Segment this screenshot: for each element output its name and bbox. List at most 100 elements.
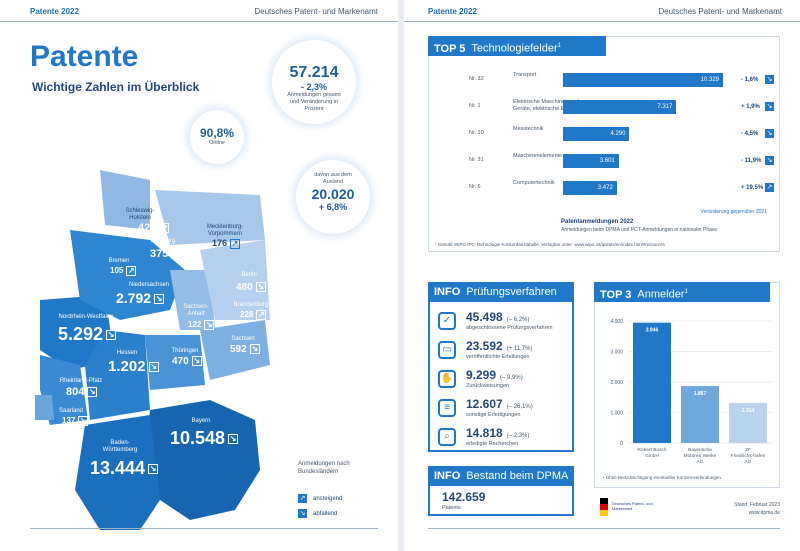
- info-text: Zurückweisungen: [466, 383, 510, 389]
- header-org: Deutsches Patent- und Markenamt: [658, 7, 782, 16]
- up-arrow-icon: ↗: [298, 494, 307, 503]
- online-value: 90,8%: [199, 126, 235, 140]
- total-text: Anmeldungen gesamt und Veränderung in Pr…: [287, 92, 341, 112]
- top5-field: Computertechnik: [513, 180, 555, 186]
- top3-title: TOP 3 Anmelder1: [594, 282, 770, 302]
- document-icon: ≡: [438, 399, 456, 417]
- down-arrow-icon: ↘: [765, 129, 774, 138]
- info-text: abgeschlossene Prüfungsverfahren: [466, 325, 553, 331]
- value-saarland: 137 ↘: [62, 416, 89, 426]
- top5-footnote: ¹ Gemäß WIPO IPC-Technologie Konkordanzt…: [435, 242, 665, 247]
- top5-field: Maschinenelemente: [513, 153, 563, 159]
- value-berlin: 480 ↘: [236, 282, 266, 293]
- label-sachsen: Sachsen: [231, 336, 255, 342]
- map-saarland: [35, 395, 54, 420]
- info-text: veröffentlichte Erteilungen: [466, 354, 530, 360]
- top5-panel: TOP 5 Technologiefelder1 Nr. 32 Transport 1…: [428, 36, 780, 252]
- info-panel: INFO Prüfungsverfahren ✓ 45.498 (– 6,2%) abg…: [428, 282, 574, 452]
- map-thueringen: [145, 335, 205, 390]
- info-value: 23.592 (+ 11,7%): [466, 339, 533, 353]
- header-title: Patente 2022: [30, 7, 79, 16]
- total-change: - 2,3%: [300, 82, 327, 92]
- top5-row: Nr. 6 Computertechnik 3.472 + 19,5% ↗: [429, 177, 779, 199]
- label-rheinland-pfalz: Rheinland-Pfalz: [59, 378, 103, 384]
- bar: [729, 402, 767, 443]
- top5-rank: Nr. 1: [469, 103, 481, 109]
- top5-field: Messtechnik: [513, 126, 544, 132]
- label-schleswig-holstein: Schleswig-Holstein: [125, 208, 155, 221]
- map-schleswig-holstein: [100, 170, 150, 230]
- top5-bar: 7.317: [563, 100, 677, 114]
- up-arrow-icon: ↗: [256, 310, 267, 320]
- info-row: ≡ 12.607 (– 26,1%) sonstige Erledigungen: [438, 397, 588, 425]
- legend-up: ↗ ansteigend: [298, 494, 343, 503]
- top5-row: Nr. 31 Maschinenelemente 3.601 - 11,9% ↘: [429, 150, 779, 172]
- top5-bar: 4.290: [563, 127, 630, 141]
- dpma-logo: Deutsches Patent- und Markenamt: [612, 501, 653, 511]
- top3-footnote: ¹ Ohne Berücksichtigung eventueller Konz…: [603, 475, 723, 480]
- category-label: Robert Bosch: [637, 447, 666, 453]
- label-sachsen-anhalt: Sachsen-Anhalt: [183, 304, 209, 317]
- down-arrow-icon: ↘: [148, 464, 159, 475]
- top5-bar: 3.472: [563, 181, 617, 195]
- left-page: Patente 2022 Deutsches Patent- und Marke…: [0, 0, 398, 551]
- total-bubble: 57.214 - 2,3% Anmeldungen gesamt und Ver…: [272, 40, 356, 124]
- value-brandenburg: 228 ↗: [240, 310, 267, 320]
- label-bayern: Bayern: [191, 418, 211, 424]
- map-hessen: [85, 330, 150, 420]
- top5-change: - 1,6%: [741, 77, 759, 83]
- map-mecklenburg: [155, 190, 265, 245]
- value-bremen: 105 ↗: [110, 266, 137, 276]
- top5-sub1: Patentanmeldungen 2022: [561, 219, 634, 225]
- up-arrow-icon: ↗: [765, 183, 774, 192]
- y-tick-label: 3.000: [610, 350, 623, 356]
- top5-change: + 1,9%: [741, 104, 760, 110]
- info-text: erledigte Recherchen: [466, 441, 519, 447]
- top5-bar: 10.329: [563, 73, 723, 87]
- top5-sub2: Anmeldungen beim DPMA und PCT-Anmeldunge…: [561, 227, 718, 233]
- info-value: 14.818 (– 2,3%): [466, 426, 530, 440]
- category-label: AG: [697, 459, 704, 465]
- down-arrow-icon: ↘: [148, 362, 159, 373]
- down-arrow-icon: ↘: [87, 387, 98, 398]
- info-value: 12.607 (– 26,1%): [466, 397, 533, 411]
- info-text: sonstige Erledigungen: [466, 412, 521, 418]
- left-header: Patente 2022 Deutsches Patent- und Marke…: [0, 0, 398, 22]
- up-arrow-icon: ↗: [126, 266, 137, 276]
- up-arrow-icon: ↗: [230, 238, 241, 249]
- top5-rank: Nr. 6: [469, 184, 481, 190]
- bar: [633, 322, 671, 443]
- top5-change: - 11,9%: [741, 158, 762, 164]
- info-row: ⌕ 14.818 (– 2,3%) erledigte Recherchen: [438, 426, 588, 454]
- total-value: 57.214: [289, 64, 339, 81]
- dpma-url[interactable]: www.dpma.de: [748, 510, 780, 516]
- stand-date: Stand: Februar 2023: [734, 502, 780, 508]
- down-arrow-icon: ↘: [204, 320, 215, 330]
- label-hamburg: Hamburg: [150, 238, 176, 244]
- label-thueringen: Thüringen: [171, 348, 199, 354]
- category-label: AG: [745, 459, 752, 465]
- top3-panel: TOP 3 Anmelder1 4.000 3.000 2.000 1.000 0 3.94…: [594, 282, 780, 488]
- bestand-value: 142.659: [442, 490, 486, 504]
- data-label: 1.867: [694, 391, 707, 397]
- value-bayern: 10.548 ↘: [170, 428, 239, 448]
- footer-rule: [428, 528, 780, 529]
- top5-row: Nr. 10 Messtechnik 4.290 - 4,5% ↘: [429, 123, 779, 145]
- data-label: 3.946: [646, 328, 659, 334]
- y-tick-label: 0: [620, 441, 623, 447]
- bestand-panel: INFO Bestand beim DPMA 142.659 Patente: [428, 466, 574, 516]
- down-arrow-icon: ↘: [298, 509, 307, 518]
- y-tick-label: 4.000: [610, 319, 623, 325]
- value-sachsen-anhalt: 122 ↘: [188, 320, 215, 330]
- map-sachsen: [200, 320, 270, 380]
- page-subtitle: Wichtige Zahlen im Überblick: [32, 80, 200, 94]
- value-schleswig-holstein: 427 ↗: [138, 222, 170, 234]
- top5-change: + 19,5%: [741, 185, 764, 191]
- y-tick-label: 2.000: [610, 380, 623, 386]
- top5-rank: Nr. 32: [469, 76, 484, 82]
- bar: [681, 386, 719, 443]
- value-sachsen: 592 ↘: [230, 344, 260, 355]
- info-row: ▭ 23.592 (+ 11,7%) veröffentlichte Erteilun…: [438, 339, 588, 367]
- down-arrow-icon: ↘: [255, 282, 266, 293]
- down-arrow-icon: ↘: [191, 356, 202, 367]
